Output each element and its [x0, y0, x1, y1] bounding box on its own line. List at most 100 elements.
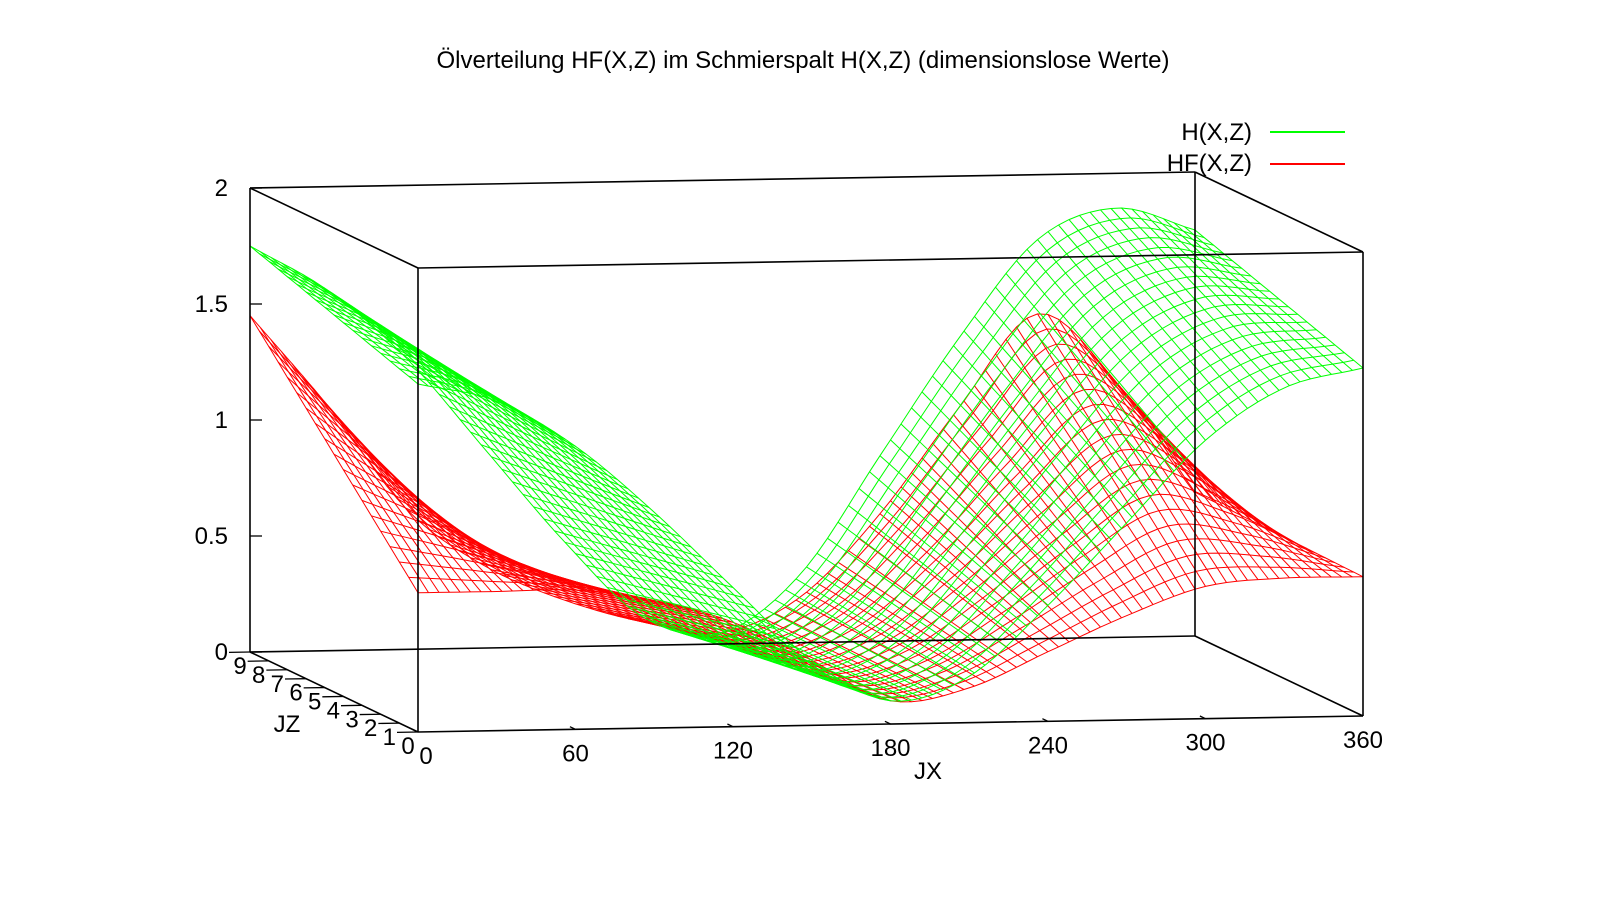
depth-tick-label: 7	[271, 671, 284, 698]
surface-line-z	[302, 375, 471, 593]
surface-line-z	[543, 518, 713, 568]
surface-line-z	[291, 363, 461, 593]
surface-line-z	[953, 345, 1122, 529]
surface-line-z	[816, 582, 986, 683]
surface-line-z	[407, 358, 576, 447]
frame-edge	[249, 187, 419, 269]
surface-line-z	[1131, 208, 1301, 383]
depth-tick-label: 3	[345, 706, 358, 733]
surface-line-z	[816, 552, 986, 666]
surface-line-z	[554, 530, 723, 578]
surface-line-z	[963, 400, 1133, 614]
surface-line-z	[890, 439, 1059, 596]
y-tick-label: 0	[215, 639, 228, 666]
surface-line-z	[428, 381, 597, 463]
x-tick-mark	[727, 723, 734, 728]
surface-line-z	[995, 286, 1164, 483]
surface-line-z	[753, 623, 923, 702]
surface-line-z	[1026, 317, 1196, 590]
surface-line-z	[1016, 326, 1185, 593]
surface-line-z	[291, 268, 461, 392]
surface-line-z	[743, 626, 912, 703]
surface-line-z	[879, 513, 1049, 653]
surface-line-z	[417, 519, 587, 592]
depth-tick-label: 9	[233, 653, 246, 680]
surface-line-z	[1037, 239, 1206, 441]
surface-line-z	[480, 444, 650, 508]
x-tick-mark	[1199, 715, 1206, 720]
surface-line-z	[260, 251, 429, 387]
surface-line-x	[296, 256, 1242, 654]
x-tick-mark	[1357, 712, 1364, 717]
frame-edge	[249, 651, 419, 733]
frame-edge	[249, 171, 1196, 189]
y-tick-label: 1.5	[195, 291, 228, 318]
surface-line-z	[1194, 491, 1364, 578]
surface-line-z	[827, 572, 996, 678]
legend-label-h: H(X,Z)	[1181, 119, 1252, 146]
surface-line-z	[911, 407, 1080, 574]
surface-line-z	[995, 353, 1164, 601]
surface-line-z	[911, 472, 1080, 638]
surface-hf	[249, 313, 1364, 703]
surface-line-z	[1163, 218, 1332, 375]
surface-line-x	[361, 321, 1308, 679]
depth-tick-label: 0	[401, 733, 414, 760]
surface-line-z	[1152, 214, 1322, 377]
surface-line-z	[512, 579, 681, 607]
surface-line-x	[389, 344, 1336, 690]
frame-edge	[1194, 171, 1364, 253]
surface-line-z	[984, 369, 1154, 605]
surface-line-z	[764, 608, 933, 696]
surface-line-z	[1184, 226, 1353, 371]
depth-tick-label: 4	[327, 697, 340, 724]
surface-line-z	[1100, 362, 1269, 580]
surface-line-z	[501, 468, 671, 528]
depth-tick-label: 2	[364, 715, 377, 742]
surface-line-z	[491, 569, 660, 602]
surface-line-z	[774, 599, 944, 691]
x-tick-mark	[569, 726, 576, 730]
surface-line-x	[389, 538, 1336, 691]
surface-line-z	[396, 348, 566, 440]
surface-line-z	[932, 442, 1101, 628]
surface-line-z	[837, 521, 1007, 648]
surface-line-z	[953, 414, 1122, 619]
frame-edge	[417, 251, 1364, 269]
surface-line-z	[512, 481, 681, 538]
surfaces-layer	[249, 207, 1364, 703]
surface-line-z	[396, 498, 566, 591]
legend: H(X,Z) HF(X,Z)	[1167, 119, 1345, 177]
surface-line-z	[753, 616, 923, 699]
surface-line-z	[1068, 327, 1238, 582]
x-tick-label: 180	[870, 735, 910, 762]
surface-line-z	[260, 327, 429, 593]
surface-line-z	[1016, 260, 1185, 461]
surface-line-z	[984, 301, 1154, 495]
surface-line-z	[848, 505, 1017, 638]
surface-line-z	[879, 455, 1049, 606]
surface-line-z	[365, 319, 534, 420]
x-tick-label: 300	[1185, 730, 1225, 757]
surface-line-z	[375, 328, 545, 426]
x-axis-ticks: 0 60 120 180 240 300 360	[412, 712, 1383, 770]
x-tick-mark	[884, 720, 891, 725]
x-tick-label: 240	[1028, 732, 1068, 759]
surface-line-z	[732, 629, 902, 703]
surface-line-z	[1194, 229, 1364, 369]
surface-line-z	[407, 509, 576, 591]
surface-line-z	[1173, 461, 1343, 578]
surface-line-z	[963, 330, 1133, 518]
surface-line-z	[249, 315, 419, 594]
depth-tick-label: 5	[308, 689, 321, 716]
surface-line-z	[449, 406, 618, 481]
surface-line-z	[1005, 273, 1175, 472]
surface-h	[249, 207, 1364, 702]
surface-line-x	[417, 367, 1364, 702]
surface-line-z	[974, 316, 1143, 507]
x-axis-label: JX	[914, 758, 942, 785]
surface-line-z	[795, 599, 965, 690]
surface-line-z	[1089, 211, 1259, 403]
surface-line-z	[1079, 215, 1248, 409]
surface-line-z	[617, 597, 786, 640]
